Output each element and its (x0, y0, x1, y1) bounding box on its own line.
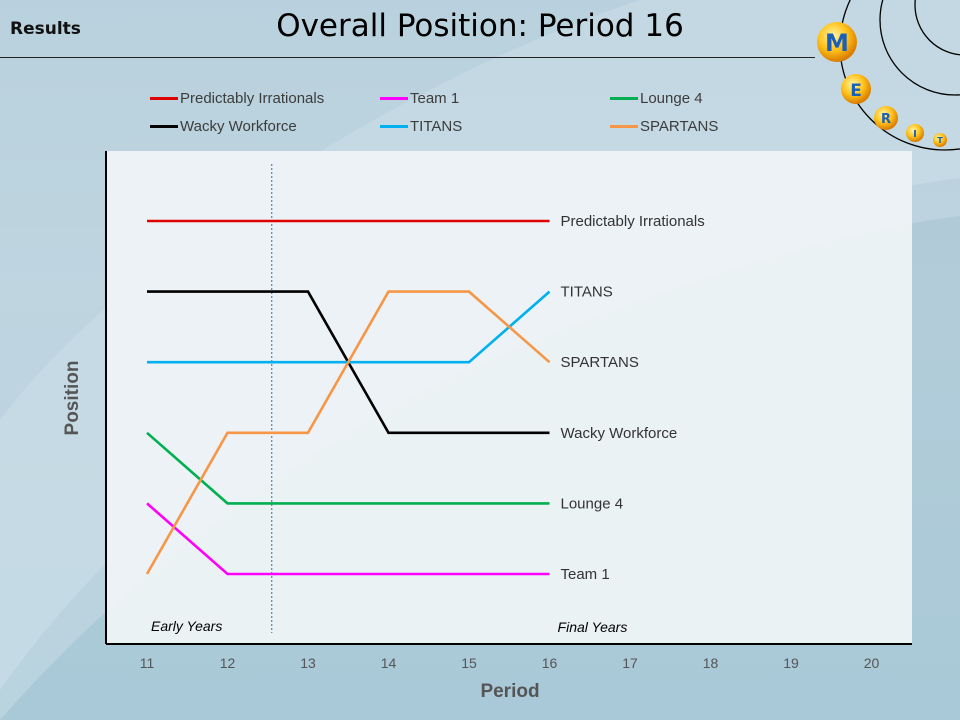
logo-letter: T (937, 136, 943, 145)
x-tick-label: 16 (542, 655, 558, 671)
logo-orb-r: R (874, 106, 898, 130)
logo-ring-middle (879, 0, 960, 96)
logo-ring-inner (914, 0, 960, 56)
x-tick-label: 19 (783, 655, 799, 671)
legend-item-predictably-irrationals: Predictably Irrationals (150, 88, 324, 108)
series-end-label: TITANS (561, 284, 613, 301)
chart-legend: Predictably Irrationals Wacky Workforce Te… (150, 86, 790, 138)
slide-label: Results (10, 19, 81, 39)
annotation-final-years: Final Years (558, 619, 628, 635)
x-tick-label: 17 (622, 655, 638, 671)
merit-logo: M E R I T (817, 0, 960, 151)
legend-swatch (150, 96, 178, 100)
series-layer (145, 219, 551, 576)
legend-swatch (380, 96, 408, 100)
x-tick-label: 15 (461, 655, 477, 671)
logo-letter: M (825, 29, 849, 57)
x-tick-label: 11 (140, 655, 155, 671)
x-tick-label: 18 (703, 655, 719, 671)
legend-item-titans: TITANS (380, 116, 462, 136)
end-labels-layer: Predictably Irrationals Wacky Workforce Te… (561, 213, 705, 583)
legend-label: TITANS (410, 117, 463, 135)
logo-letter: R (881, 112, 891, 127)
logo-orb-e: E (841, 74, 871, 104)
x-tick-label: 13 (300, 655, 316, 671)
logo-letter: I (913, 129, 917, 140)
annotations-layer: Early Years Final Years (151, 164, 627, 635)
x-tick-label: 14 (381, 655, 397, 671)
legend-item-spartans: SPARTANS (610, 116, 718, 136)
legend-label: Predictably Irrationals (180, 89, 325, 107)
y-axis-title: Position (62, 361, 83, 436)
legend-label: Team 1 (410, 89, 460, 107)
legend-label: Wacky Workforce (180, 117, 297, 135)
legend-swatch (610, 124, 638, 128)
series-line-spartans (145, 290, 551, 575)
x-axis-title: Period (480, 681, 539, 702)
series-end-label: Team 1 (561, 566, 610, 583)
legend-swatch (610, 96, 638, 100)
logo-orb-t: T (933, 133, 947, 147)
slide-title: Overall Position: Period 16 (276, 8, 684, 44)
legend-label: SPARTANS (640, 117, 719, 135)
title-divider (0, 57, 815, 58)
x-tick-label: 12 (220, 655, 236, 671)
logo-orb-m: M (817, 22, 857, 62)
legend-item-wacky-workforce: Wacky Workforce (150, 116, 297, 136)
series-end-label: SPARTANS (561, 354, 639, 371)
legend-label: Lounge 4 (640, 89, 703, 107)
series-line-lounge-4 (146, 431, 550, 505)
annotation-early-years: Early Years (151, 618, 222, 634)
series-line-team-1 (146, 502, 550, 576)
legend-swatch (380, 124, 408, 128)
logo-letter: E (850, 81, 862, 101)
legend-swatch (150, 124, 178, 128)
x-tick-label: 20 (864, 655, 880, 671)
logo-orb-i: I (906, 124, 924, 142)
legend-item-team-1: Team 1 (380, 88, 459, 108)
x-tick-labels: 11 12 13 14 15 16 17 18 19 20 (140, 655, 880, 671)
plot-area (106, 151, 912, 644)
series-end-label: Predictably Irrationals (561, 213, 705, 230)
series-end-label: Wacky Workforce (561, 425, 678, 442)
legend-item-lounge-4: Lounge 4 (610, 88, 703, 108)
series-end-label: Lounge 4 (561, 495, 624, 512)
